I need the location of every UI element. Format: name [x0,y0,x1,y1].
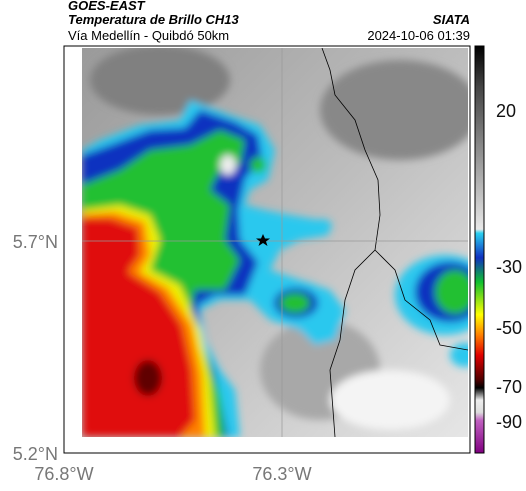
title: Temperatura de Brillo CH13 [68,12,240,27]
colorbar-ticks: 20 -30 -50 -70 -90 [496,101,522,432]
subtitle: Vía Medellín - Quibdó 50km [68,28,229,43]
lat-tick-label: 5.7°N [13,232,58,252]
lon-tick-label: 76.3°W [252,464,311,484]
colorbar-tick-label: 20 [496,101,516,121]
colorbar-tick-label: -30 [496,257,522,277]
timestamp: 2024-10-06 01:39 [367,28,470,43]
lon-tick-label: 76.8°W [34,464,93,484]
colorbar-tick-label: -90 [496,412,522,432]
colorbar-tick-label: -50 [496,318,522,338]
colorbar [474,45,485,454]
product: GOES-EAST [68,0,146,13]
colorbar-tick-label: -70 [496,377,522,397]
imagery [82,48,468,437]
source: SIATA [433,12,470,27]
lat-tick-label: 5.2°N [13,444,58,464]
